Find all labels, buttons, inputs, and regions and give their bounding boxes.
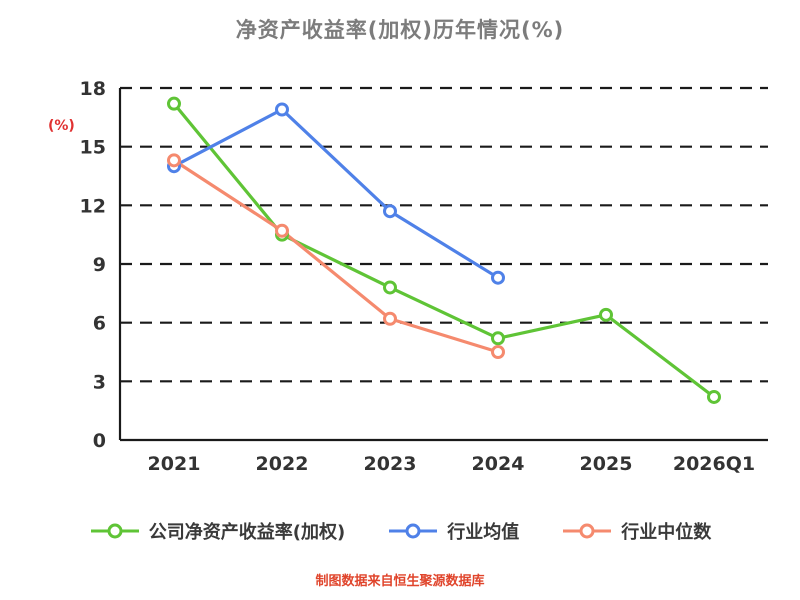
- line-chart-plot: 0 3 6 9 12 15 18 2021 2022 2023 2024 2025 2026Q1: [80, 78, 768, 475]
- legend-item-industry-median: 行业中位数: [561, 518, 711, 544]
- data-source-note: 制图数据来自恒生聚源数据库: [315, 574, 485, 589]
- legend-label-company-roe: 公司净资产收益率(加权): [148, 522, 346, 543]
- legend-item-industry-mean: 行业均值: [387, 518, 519, 544]
- svg-text:2023: 2023: [364, 453, 417, 475]
- chart-title: 净资产收益率(加权)历年情况(%): [235, 18, 565, 42]
- svg-text:2025: 2025: [580, 453, 633, 475]
- svg-text:18: 18: [80, 78, 106, 100]
- svg-text:2022: 2022: [256, 453, 309, 475]
- legend-marker-company-roe-icon: [90, 523, 139, 539]
- svg-text:9: 9: [93, 254, 106, 276]
- y-axis-unit-label: (%): [48, 118, 75, 134]
- svg-text:6: 6: [93, 313, 106, 335]
- chart-legend: 公司净资产收益率(加权) 行业均值 行业中位数: [0, 518, 800, 544]
- svg-text:0: 0: [93, 430, 106, 452]
- svg-text:3: 3: [93, 371, 106, 393]
- svg-text:15: 15: [80, 137, 106, 159]
- legend-marker-industry-median-icon: [563, 523, 612, 539]
- svg-text:2026Q1: 2026Q1: [673, 453, 755, 475]
- svg-text:2024: 2024: [472, 453, 525, 475]
- svg-text:12: 12: [80, 195, 106, 217]
- legend-marker-industry-mean-icon: [389, 523, 438, 539]
- legend-label-industry-median: 行业中位数: [621, 522, 712, 543]
- legend-label-industry-mean: 行业均值: [447, 522, 520, 543]
- svg-text:2021: 2021: [148, 453, 201, 475]
- legend-item-company-roe: 公司净资产收益率(加权): [89, 518, 345, 544]
